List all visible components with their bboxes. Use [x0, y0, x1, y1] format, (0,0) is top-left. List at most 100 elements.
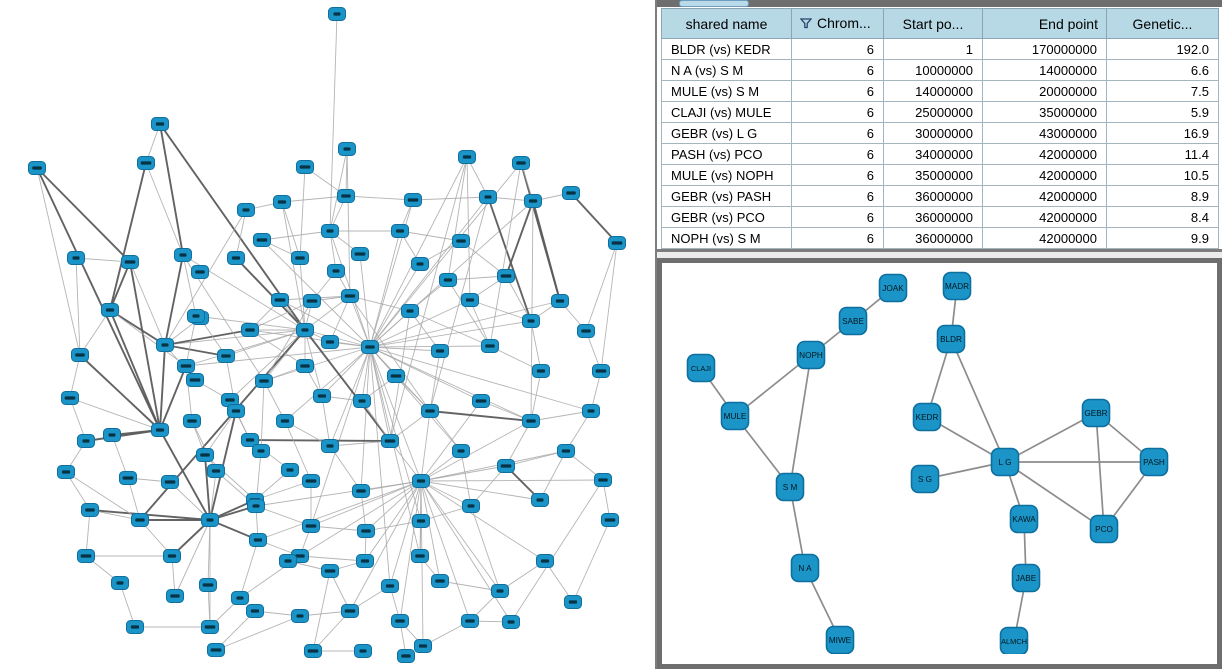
- overview-network-node[interactable]: [431, 574, 449, 588]
- overview-network-node[interactable]: [411, 257, 429, 271]
- overview-network-node[interactable]: [502, 615, 520, 629]
- overview-network-node[interactable]: [338, 142, 356, 156]
- overview-network-node[interactable]: [241, 433, 259, 447]
- overview-network-node[interactable]: [174, 248, 192, 262]
- cell-shared-name[interactable]: CLAJI (vs) MULE: [661, 101, 792, 123]
- detail-network-node-gebr[interactable]: GEBR: [1081, 398, 1111, 428]
- overview-network-node[interactable]: [381, 434, 399, 448]
- overview-network-node[interactable]: [183, 414, 201, 428]
- column-header-start-po-[interactable]: Start po...: [883, 8, 983, 39]
- overview-network-node[interactable]: [354, 644, 372, 658]
- overview-network-node[interactable]: [291, 609, 309, 623]
- overview-network-node[interactable]: [321, 564, 339, 578]
- cell-shared-name[interactable]: N A (vs) S M: [661, 59, 792, 81]
- overview-network-node[interactable]: [497, 459, 515, 473]
- detail-network-node-n-a[interactable]: N A: [790, 553, 820, 583]
- overview-network-canvas[interactable]: [0, 0, 655, 669]
- overview-network-node[interactable]: [381, 579, 399, 593]
- cell-value[interactable]: 1: [883, 38, 983, 60]
- overview-network-node[interactable]: [246, 604, 264, 618]
- detail-network-view[interactable]: JOAK MADR SABE BLDR NOPH CLAJI KEDR GEBR MULE L G…: [657, 258, 1222, 669]
- overview-network-node[interactable]: [163, 549, 181, 563]
- overview-network-node[interactable]: [313, 389, 331, 403]
- overview-network-node[interactable]: [452, 444, 470, 458]
- cell-value[interactable]: 35000000: [982, 101, 1107, 123]
- overview-network-node[interactable]: [271, 293, 289, 307]
- overview-network-node[interactable]: [279, 554, 297, 568]
- cell-value[interactable]: 35000000: [883, 164, 983, 186]
- cell-value[interactable]: 34000000: [883, 143, 983, 165]
- detail-network-node-kawa[interactable]: KAWA: [1009, 504, 1039, 534]
- overview-network-node[interactable]: [461, 293, 479, 307]
- cell-value[interactable]: 36000000: [883, 227, 983, 249]
- cell-value[interactable]: 6: [791, 185, 884, 207]
- cell-value[interactable]: 42000000: [982, 143, 1107, 165]
- cell-value[interactable]: 14000000: [883, 80, 983, 102]
- cell-value[interactable]: 6: [791, 80, 884, 102]
- overview-network-node[interactable]: [328, 7, 346, 21]
- cell-shared-name[interactable]: MULE (vs) NOPH: [661, 164, 792, 186]
- overview-network-node[interactable]: [397, 649, 415, 663]
- overview-network-node[interactable]: [594, 473, 612, 487]
- overview-network-node[interactable]: [217, 349, 235, 363]
- overview-network-node[interactable]: [131, 513, 149, 527]
- detail-network-node-noph[interactable]: NOPH: [796, 340, 826, 370]
- cell-value[interactable]: 5.9: [1106, 101, 1219, 123]
- filter-funnel-icon[interactable]: [799, 16, 813, 32]
- cell-value[interactable]: 6: [791, 164, 884, 186]
- overview-network-node[interactable]: [524, 194, 542, 208]
- overview-network-node[interactable]: [421, 404, 439, 418]
- overview-network-node[interactable]: [458, 150, 476, 164]
- column-header-shared-name[interactable]: shared name: [661, 8, 792, 39]
- detail-network-node-pash[interactable]: PASH: [1139, 447, 1169, 477]
- detail-network-node-claji[interactable]: CLAJI: [686, 353, 716, 383]
- detail-network-node-kedr[interactable]: KEDR: [912, 402, 942, 432]
- overview-network-node[interactable]: [207, 464, 225, 478]
- overview-network-node[interactable]: [551, 294, 569, 308]
- overview-network-node[interactable]: [608, 236, 626, 250]
- overview-network-node[interactable]: [351, 247, 369, 261]
- overview-network-node[interactable]: [303, 294, 321, 308]
- overview-network-node[interactable]: [196, 448, 214, 462]
- overview-network-node[interactable]: [391, 224, 409, 238]
- table-scrollbar-thumb[interactable]: [679, 0, 749, 7]
- overview-network-node[interactable]: [241, 323, 259, 337]
- cell-shared-name[interactable]: BLDR (vs) KEDR: [661, 38, 792, 60]
- detail-network-node-l-g[interactable]: L G: [990, 447, 1020, 477]
- cell-value[interactable]: 36000000: [883, 206, 983, 228]
- overview-network-node[interactable]: [577, 324, 595, 338]
- overview-network-node[interactable]: [497, 269, 515, 283]
- cell-value[interactable]: 6: [791, 227, 884, 249]
- overview-network-node[interactable]: [452, 234, 470, 248]
- overview-network-node[interactable]: [296, 323, 314, 337]
- cell-shared-name[interactable]: PASH (vs) PCO: [661, 143, 792, 165]
- overview-network-node[interactable]: [255, 374, 273, 388]
- cell-value[interactable]: 25000000: [883, 101, 983, 123]
- overview-network-node[interactable]: [412, 514, 430, 528]
- overview-network-node[interactable]: [412, 474, 430, 488]
- cell-value[interactable]: 6: [791, 38, 884, 60]
- detail-network-node-madr[interactable]: MADR: [942, 271, 972, 301]
- cell-value[interactable]: 36000000: [883, 185, 983, 207]
- column-header-end-point[interactable]: End point: [982, 8, 1107, 39]
- overview-network-node[interactable]: [156, 338, 174, 352]
- cell-value[interactable]: 6.6: [1106, 59, 1219, 81]
- overview-network-node[interactable]: [461, 614, 479, 628]
- overview-network-node[interactable]: [111, 576, 129, 590]
- table-row[interactable]: BLDR (vs) KEDR 6 1 170000000 192.0: [661, 38, 1219, 60]
- table-row[interactable]: CLAJI (vs) MULE 6 25000000 35000000 5.9: [661, 101, 1219, 123]
- overview-network-node[interactable]: [247, 499, 265, 513]
- overview-network-node[interactable]: [357, 524, 375, 538]
- overview-network-node[interactable]: [353, 394, 371, 408]
- table-row[interactable]: PASH (vs) PCO 6 34000000 42000000 11.4: [661, 143, 1219, 165]
- overview-network-node[interactable]: [103, 428, 121, 442]
- overview-network-node[interactable]: [361, 340, 379, 354]
- overview-network-node[interactable]: [337, 189, 355, 203]
- overview-network-node[interactable]: [414, 639, 432, 653]
- overview-network-node[interactable]: [557, 444, 575, 458]
- cell-value[interactable]: 10000000: [883, 59, 983, 81]
- cell-value[interactable]: 11.4: [1106, 143, 1219, 165]
- cell-value[interactable]: 30000000: [883, 122, 983, 144]
- table-row[interactable]: GEBR (vs) PASH 6 36000000 42000000 8.9: [661, 185, 1219, 207]
- detail-network-node-almch[interactable]: ALMCH: [999, 626, 1029, 655]
